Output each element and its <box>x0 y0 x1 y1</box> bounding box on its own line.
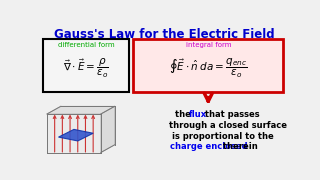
Text: that passes: that passes <box>202 110 259 119</box>
Polygon shape <box>59 129 93 141</box>
FancyBboxPatch shape <box>133 39 283 93</box>
Text: $\oint \vec{E}\cdot\hat{n}\; da = \dfrac{q_{enc}}{\varepsilon_o}$: $\oint \vec{E}\cdot\hat{n}\; da = \dfrac… <box>169 57 248 80</box>
Polygon shape <box>47 106 115 114</box>
Text: charge enclosed: charge enclosed <box>170 143 248 152</box>
Polygon shape <box>47 114 101 152</box>
Text: through a closed surface: through a closed surface <box>169 121 286 130</box>
Polygon shape <box>101 106 115 152</box>
FancyBboxPatch shape <box>43 39 129 93</box>
Text: Gauss's Law for the Electric Field: Gauss's Law for the Electric Field <box>54 28 274 41</box>
Text: $\vec{\nabla}\cdot\vec{E} = \dfrac{\rho}{\varepsilon_o}$: $\vec{\nabla}\cdot\vec{E} = \dfrac{\rho}… <box>63 57 109 80</box>
Text: the: the <box>175 110 194 119</box>
Text: is proportional to the: is proportional to the <box>172 132 274 141</box>
Text: integral form: integral form <box>186 42 231 48</box>
Text: differential form: differential form <box>58 42 115 48</box>
Text: therein: therein <box>220 143 258 152</box>
Text: flux: flux <box>188 110 206 119</box>
